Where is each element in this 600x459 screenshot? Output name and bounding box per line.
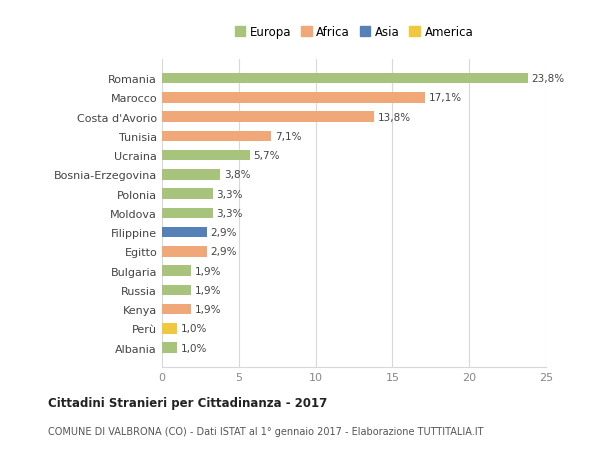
- Legend: Europa, Africa, Asia, America: Europa, Africa, Asia, America: [232, 24, 476, 41]
- Text: 1,0%: 1,0%: [181, 324, 208, 334]
- Text: Cittadini Stranieri per Cittadinanza - 2017: Cittadini Stranieri per Cittadinanza - 2…: [48, 396, 327, 409]
- Bar: [162, 131, 271, 142]
- Bar: [162, 208, 212, 219]
- Text: 2,9%: 2,9%: [211, 228, 237, 238]
- Bar: [162, 324, 178, 334]
- Bar: [162, 93, 425, 103]
- Bar: [162, 304, 191, 315]
- Text: 1,0%: 1,0%: [181, 343, 208, 353]
- Text: 1,9%: 1,9%: [195, 285, 221, 295]
- Text: COMUNE DI VALBRONA (CO) - Dati ISTAT al 1° gennaio 2017 - Elaborazione TUTTITALI: COMUNE DI VALBRONA (CO) - Dati ISTAT al …: [48, 426, 484, 436]
- Bar: [162, 112, 374, 123]
- Bar: [162, 285, 191, 296]
- Text: 13,8%: 13,8%: [378, 112, 411, 123]
- Bar: [162, 189, 212, 200]
- Text: 3,3%: 3,3%: [217, 208, 243, 218]
- Text: 3,3%: 3,3%: [217, 189, 243, 199]
- Text: 7,1%: 7,1%: [275, 132, 301, 141]
- Bar: [162, 343, 178, 353]
- Text: 2,9%: 2,9%: [211, 247, 237, 257]
- Text: 1,9%: 1,9%: [195, 304, 221, 314]
- Text: 5,7%: 5,7%: [253, 151, 280, 161]
- Text: 17,1%: 17,1%: [428, 93, 461, 103]
- Bar: [162, 246, 206, 257]
- Bar: [162, 170, 220, 180]
- Text: 3,8%: 3,8%: [224, 170, 251, 180]
- Text: 23,8%: 23,8%: [532, 74, 565, 84]
- Bar: [162, 266, 191, 276]
- Bar: [162, 151, 250, 161]
- Bar: [162, 73, 527, 84]
- Bar: [162, 227, 206, 238]
- Text: 1,9%: 1,9%: [195, 266, 221, 276]
